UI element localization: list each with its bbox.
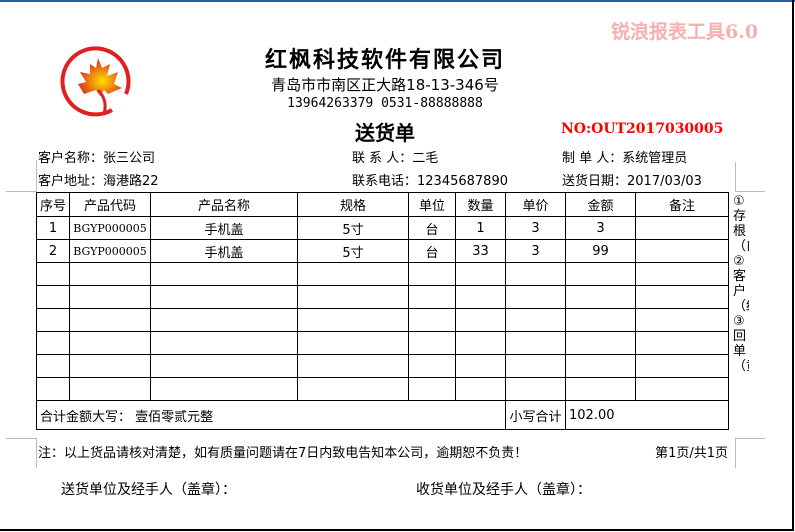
company-address: 青岛市市南区正大路18-13-346号 <box>271 76 499 94</box>
header-cell: 产品代码 <box>69 192 151 217</box>
header-cell: 金额 <box>565 192 636 217</box>
cell-price: 3 <box>505 216 566 240</box>
header-cell: 序号 <box>36 192 70 217</box>
table-row: 2 BGYP000005 手机盖 5寸 台 33 3 99 <box>36 239 729 263</box>
goods-table: 序号 产品代码 产品名称 规格 单位 数量 单价 金额 备注 1 BGYP000… <box>36 192 729 430</box>
window-bottom-border <box>0 529 794 531</box>
total-row: 合计金额大写： 壹佰零贰元整 小写合计 102.00 <box>36 400 729 430</box>
cell-qty: 33 <box>455 239 506 263</box>
creator: 制 单 人：系统管理员 <box>562 151 688 166</box>
cell-amount: 99 <box>565 239 636 263</box>
header-cell: 单价 <box>505 192 566 217</box>
header-cell: 产品名称 <box>150 192 298 217</box>
total-in-words: 合计金额大写： 壹佰零贰元整 <box>36 400 506 430</box>
cell-amount: 3 <box>565 216 636 240</box>
total-small-label: 小写合计 <box>505 400 566 430</box>
corner-mark <box>36 438 37 468</box>
window-right-border <box>792 0 794 530</box>
empty-row <box>36 354 729 378</box>
header-cell: 规格 <box>297 192 409 217</box>
cell-remark <box>635 216 729 240</box>
document-title: 送货单 <box>355 121 415 145</box>
cell-index: 1 <box>36 216 70 240</box>
company-name: 红枫科技软件有限公司 <box>264 48 505 73</box>
corner-mark <box>6 191 36 192</box>
delivery-date: 送货日期：2017/03/03 <box>562 174 702 189</box>
cell-qty: 1 <box>455 216 506 240</box>
cell-code: BGYP000005 <box>69 216 151 240</box>
watermark: 锐浪报表工具6.0 <box>611 21 759 43</box>
contact-person: 联 系 人：二毛 <box>352 151 439 166</box>
cell-spec: 5寸 <box>297 239 409 263</box>
cell-spec: 5寸 <box>297 216 409 240</box>
customer-name: 客户名称：张三公司 <box>38 151 156 166</box>
header-cell: 单位 <box>408 192 456 217</box>
corner-mark <box>735 191 765 192</box>
cell-price: 3 <box>505 239 566 263</box>
empty-row <box>36 377 729 401</box>
cell-index: 2 <box>36 239 70 263</box>
contact-phone: 联系电话：12345687890 <box>352 174 508 189</box>
empty-row <box>36 331 729 355</box>
cell-name: 手机盖 <box>150 239 298 263</box>
footer-note: 注：以上货品请核对清楚，如有质量问题请在7日内致电告知本公司，逾期恕不负责！ <box>38 446 528 461</box>
cell-unit: 台 <box>408 239 456 263</box>
corner-mark <box>6 438 36 439</box>
header-cell: 数量 <box>455 192 506 217</box>
cell-unit: 台 <box>408 216 456 240</box>
page-indicator: 第1页/共1页 <box>655 446 728 461</box>
corner-mark <box>36 160 37 192</box>
table-header-row: 序号 产品代码 产品名称 规格 单位 数量 单价 金额 备注 <box>36 192 729 217</box>
cell-remark <box>635 239 729 263</box>
cell-name: 手机盖 <box>150 216 298 240</box>
table-row: 1 BGYP000005 手机盖 5寸 台 1 3 3 <box>36 216 729 240</box>
customer-address: 客户地址：海港路22 <box>38 174 159 189</box>
document-number: NO:OUT2017030005 <box>561 121 724 137</box>
sender-signature: 送货单位及经手人（盖章）： <box>61 482 236 498</box>
empty-row <box>36 285 729 309</box>
corner-mark <box>735 162 736 192</box>
empty-row <box>36 262 729 286</box>
total-small-value: 102.00 <box>565 400 729 430</box>
corner-mark <box>735 438 765 439</box>
copy-distribution-note: ①存根（白）②客户（红）③回单（黄） <box>733 194 749 374</box>
window-top-border <box>0 0 795 2</box>
cell-code: BGYP000005 <box>69 239 151 263</box>
header-cell: 备注 <box>635 192 729 217</box>
empty-row <box>36 308 729 332</box>
receiver-signature: 收货单位及经手人（盖章）： <box>416 482 591 498</box>
company-phone: 13964263379 0531-88888888 <box>287 96 483 111</box>
corner-mark <box>735 438 736 468</box>
maple-leaf-logo-icon <box>60 46 131 117</box>
